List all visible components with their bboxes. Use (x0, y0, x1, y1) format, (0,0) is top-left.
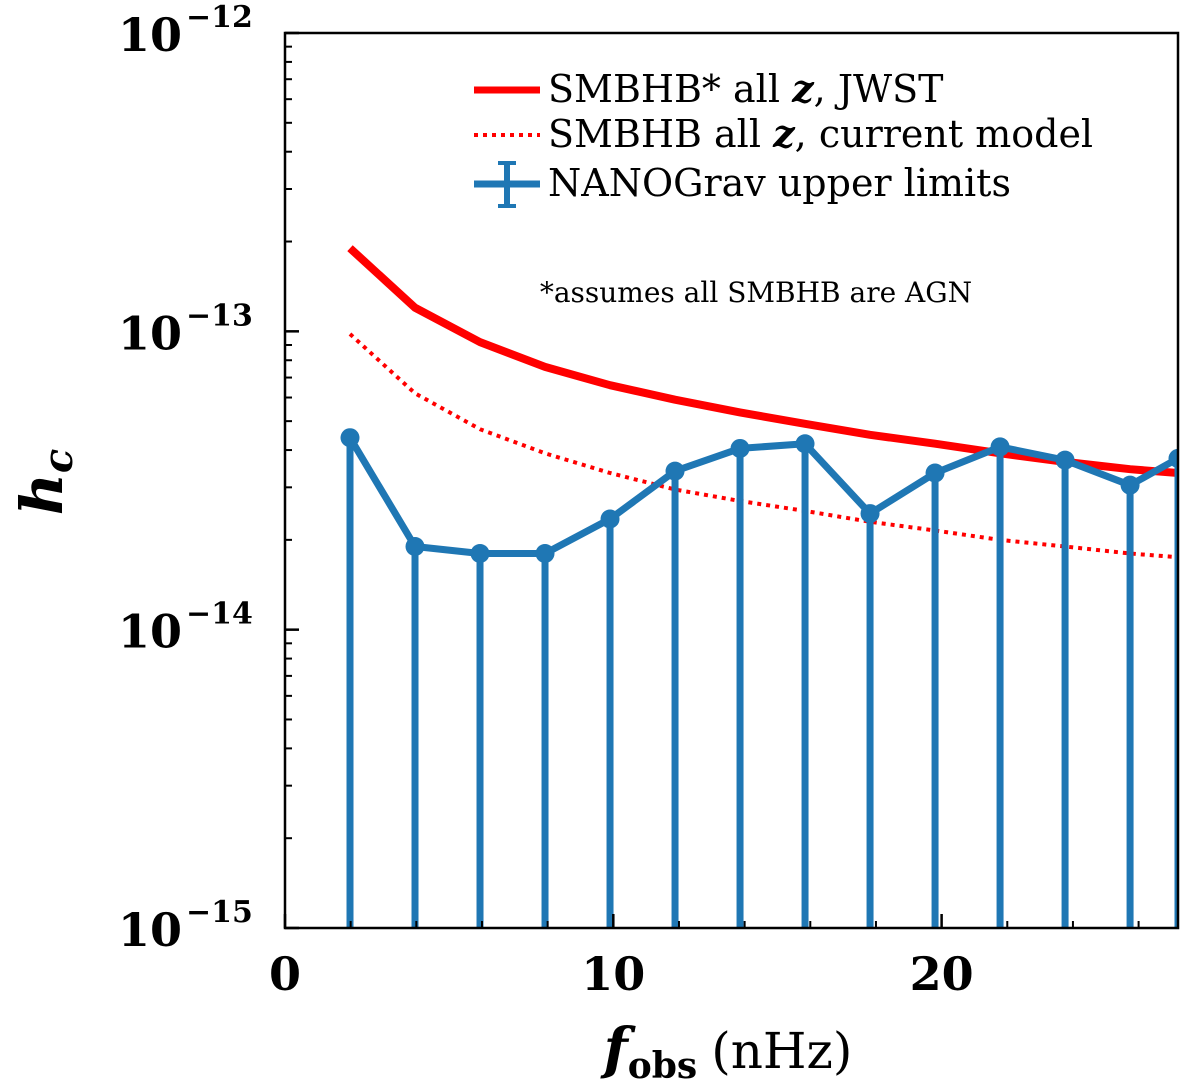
y-tick-label: 10 (118, 605, 182, 659)
y-tick-label: 10 (118, 8, 182, 62)
plot-area (340, 245, 1178, 928)
nanograv-point (860, 504, 880, 524)
y-tick-label-exponent: −14 (186, 597, 253, 632)
legend-label-current: SMBHB all z, current model (548, 111, 1093, 156)
x-axis-label: fobs (nHz) (600, 1016, 853, 1087)
y-tick-label-exponent: −15 (186, 895, 253, 930)
y-tick-label: 10 (118, 903, 182, 957)
nanograv-point (340, 428, 360, 448)
legend-label-jwst: SMBHB* all z, JWST (548, 66, 943, 111)
ticks (283, 31, 1140, 930)
series-current-model-line (348, 332, 1178, 560)
nanograv-point (665, 461, 685, 481)
y-axis-subscript: c (35, 449, 82, 473)
annotation-agn-note: *assumes all SMBHB are AGN (540, 276, 972, 309)
x-axis-unit: (nHz) (711, 1022, 852, 1080)
axes-frame (283, 31, 1180, 930)
nanograv-point (1120, 475, 1140, 495)
legend: SMBHB* all z, JWST SMBHB all z, current … (474, 66, 1093, 208)
nanograv-point (990, 437, 1010, 457)
y-axis-symbol: h (8, 473, 76, 515)
nanograv-point (1168, 448, 1178, 468)
x-tick-label: 20 (910, 947, 974, 1001)
nanograv-point (535, 544, 555, 564)
y-tick-label-exponent: −12 (186, 0, 253, 35)
nanograv-line (346, 435, 1178, 557)
x-axis-subscript: obs (628, 1045, 697, 1087)
y-tick-label-exponent: −13 (186, 298, 253, 333)
x-tick-label: 0 (269, 947, 301, 1001)
nanograv-point (600, 509, 620, 529)
y-axis-label: hc (8, 449, 82, 516)
nanograv-point (925, 463, 945, 483)
nanograv-point (730, 438, 750, 458)
nanograv-point (405, 537, 425, 557)
nanograv-point (795, 434, 815, 454)
nanograv-point (1055, 450, 1075, 470)
legend-handle-nanograv (474, 161, 540, 208)
nanograv-point (470, 544, 490, 564)
y-tick-label: 10 (118, 306, 182, 360)
legend-label-nanograv: NANOGrav upper limits (548, 161, 1011, 205)
x-tick-label: 10 (581, 947, 645, 1001)
